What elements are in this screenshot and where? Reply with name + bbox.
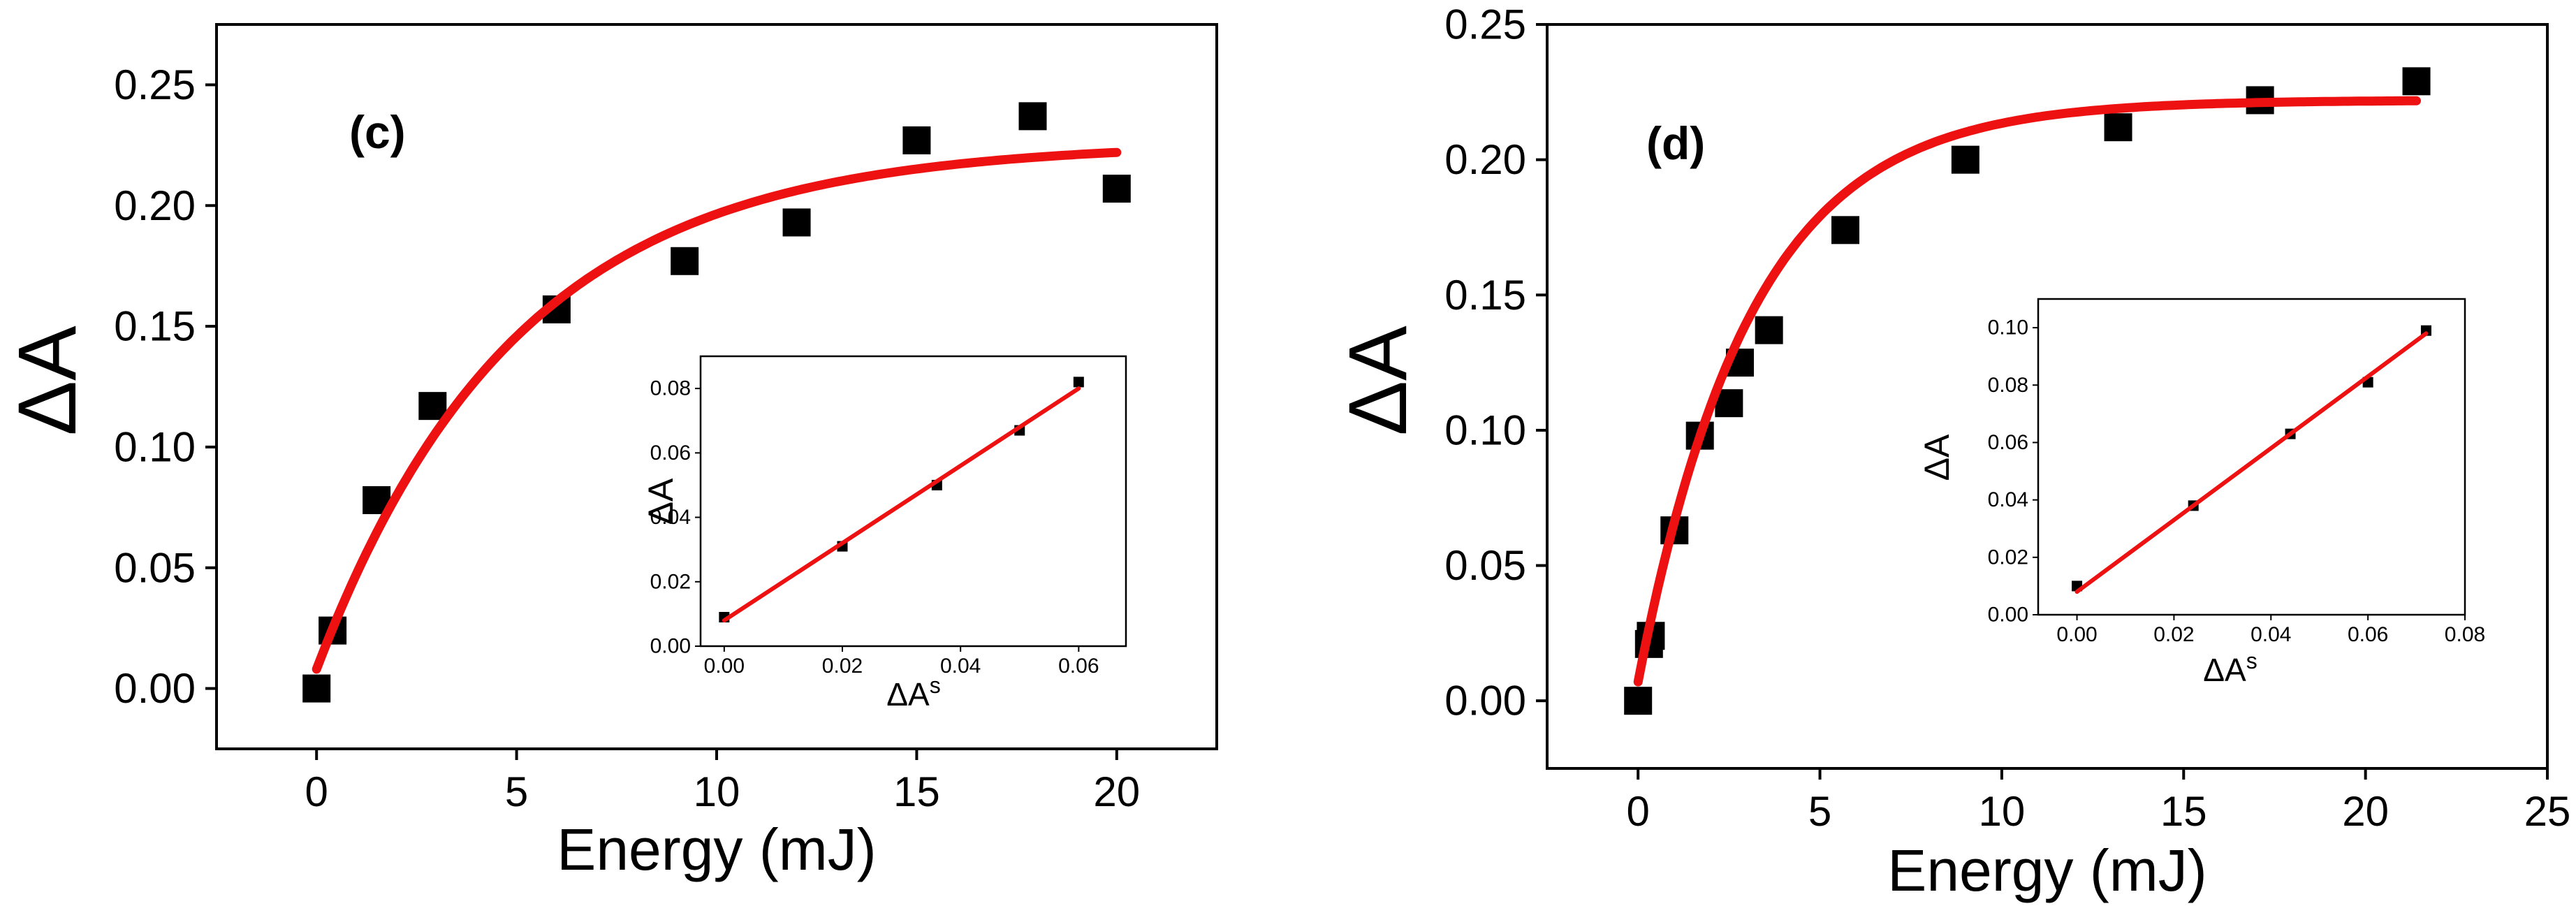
panel-d-y-tick-label: 0.00 — [1444, 678, 1526, 724]
panel-d-fit-line — [1633, 96, 2421, 687]
panel-c-y-tick-label: 0.25 — [114, 61, 196, 108]
panel-d-ticks: 0 5 10 15 20 25 0.00 0.05 0.10 0.15 0.20 0.25 — [1444, 1, 2570, 835]
panel-c-y-tick-label: 0.05 — [114, 544, 196, 591]
panel-c-series — [302, 102, 1131, 703]
panel-c-data-point — [782, 208, 811, 237]
panel-d-inset-y-axis-title: ΔA — [1917, 434, 1956, 481]
panel-c-x-tick-label: 10 — [694, 768, 740, 815]
panel-c-inset-y-tick-label: 0.06 — [650, 441, 691, 465]
panel-d-inset-y-tick-label: 0.02 — [1988, 546, 2028, 569]
panel-c-inset-series — [719, 377, 1084, 623]
panel-d-inset-x-tick-label: 0.00 — [2056, 623, 2097, 646]
panel-d-x-tick-label: 20 — [2342, 788, 2389, 835]
panel-c-data-point — [671, 247, 699, 275]
panel-c-inset-y-tick-label: 0.00 — [650, 635, 691, 658]
panel-c-data-point — [302, 674, 331, 703]
panel-d-inset-x-tick-label: 0.02 — [2153, 623, 2194, 646]
panel-c-x-tick-label: 0 — [305, 768, 328, 815]
panel-d-inset-y-tick-label: 0.08 — [1988, 374, 2028, 397]
panel-c-inset-y-tick-label: 0.04 — [650, 506, 691, 529]
panel-c-inset-x-tick-label: 0.06 — [1058, 655, 1099, 678]
panel-d-data-point — [2104, 113, 2132, 142]
panel-d-inset-series — [2072, 325, 2431, 594]
panel-c-inset-x-tick-label: 0.00 — [704, 655, 745, 678]
panel-c-inset: 0.00 0.02 0.04 0.06 0.00 0.02 0.04 0.06 0.08 ΔAs… — [641, 355, 1127, 713]
panel-d-inset-y-tick-label: 0.04 — [1988, 488, 2028, 511]
panel-d-x-tick-label: 0 — [1626, 788, 1649, 835]
panel-d-inset-x-axis-title: ΔAs — [2203, 648, 2257, 688]
panel-c-inset-y-tick-label: 0.02 — [650, 570, 691, 593]
panel-d-x-tick-label: 15 — [2160, 788, 2207, 835]
panel-c-inset-ticks: 0.00 0.02 0.04 0.06 0.00 0.02 0.04 0.06 0.08 — [650, 377, 1099, 678]
panel-c: 0 5 10 15 20 0.00 0.05 0.10 0.15 0.20 0.25 (c) Ene… — [1, 23, 1218, 882]
panel-d-data-point — [2402, 67, 2431, 96]
panel-c-x-axis-title: Energy (mJ) — [557, 817, 876, 882]
panel-c-inset-x-tick-label: 0.04 — [940, 655, 981, 678]
panel-d-x-tick-label: 25 — [2524, 788, 2571, 835]
panel-d-inset-y-tick-label: 0.00 — [1988, 604, 2028, 627]
panel-d-y-tick-label: 0.15 — [1444, 272, 1526, 319]
panel-d-inset-ticks: 0.00 0.02 0.04 0.06 0.08 0.00 0.02 0.04 0.06 0.08… — [1988, 316, 2486, 646]
panel-d-inset-x-tick-label: 0.08 — [2445, 623, 2485, 646]
panel-d-plot-frame — [1546, 23, 2549, 770]
panel-d-inset-x-tick-label: 0.04 — [2251, 623, 2291, 646]
panel-d-tag: (d) — [1646, 117, 1705, 169]
panel-c-y-axis-title: ΔA — [1, 326, 94, 436]
panel-c-data-point — [902, 126, 931, 154]
panel-d-series — [1624, 67, 2431, 715]
panel-c-y-tick-label: 0.10 — [114, 423, 196, 470]
panel-c-data-point — [1018, 102, 1047, 131]
panel-c-tag: (c) — [349, 106, 406, 158]
panel-d-y-tick-label: 0.10 — [1444, 407, 1526, 453]
panel-d-data-point — [1624, 687, 1653, 715]
panel-c-inset-y-axis-title: ΔA — [641, 478, 680, 525]
panel-c-x-tick-label: 5 — [505, 768, 528, 815]
panel-d-inset-x-tick-label: 0.06 — [2348, 623, 2388, 646]
panel-c-data-point — [1102, 175, 1131, 203]
panel-c-inset-data-point — [1073, 377, 1084, 388]
panel-d-data-point — [1755, 316, 1783, 344]
panel-d-y-tick-label: 0.25 — [1444, 1, 1526, 48]
panel-d-y-axis-title: ΔA — [1332, 326, 1424, 436]
panel-c-fit-line — [312, 147, 1122, 674]
panel-d-x-tick-label: 5 — [1808, 788, 1831, 835]
panel-c-inset-fit-line — [722, 386, 1081, 623]
panel-d-inset-y-tick-label: 0.06 — [1988, 431, 2028, 454]
panel-d-data-point — [1951, 145, 1979, 174]
panel-c-y-tick-label: 0.00 — [114, 665, 196, 712]
panel-c-x-tick-label: 15 — [893, 768, 940, 815]
panel-c-x-tick-label: 20 — [1093, 768, 1140, 815]
panel-d-inset-frame — [2037, 298, 2466, 616]
panel-d-inset-y-tick-label: 0.10 — [1988, 316, 2028, 339]
panel-d-x-axis-title: Energy (mJ) — [1887, 838, 2207, 903]
panel-c-inset-x-tick-label: 0.02 — [822, 655, 863, 678]
panel-d-data-point — [1831, 216, 1859, 244]
panel-c-y-tick-label: 0.20 — [114, 182, 196, 229]
panel-c-inset-y-tick-label: 0.08 — [650, 377, 691, 400]
panel-d-x-tick-label: 10 — [1979, 788, 2026, 835]
panel-d-inset-fit-line — [2074, 331, 2429, 594]
panel-d-inset: 0.00 0.02 0.04 0.06 0.08 0.00 0.02 0.04 0.06 0.08… — [1917, 298, 2486, 688]
panel-d-y-tick-label: 0.20 — [1444, 136, 1526, 183]
panel-c-y-tick-label: 0.15 — [114, 303, 196, 350]
panel-c-data-point — [418, 392, 447, 421]
panel-d-y-tick-label: 0.05 — [1444, 542, 1526, 589]
panel-c-ticks: 0 5 10 15 20 0.00 0.05 0.10 0.15 0.20 0.25 — [114, 61, 1140, 815]
panel-d: 0 5 10 15 20 25 0.00 0.05 0.10 0.15 0.20 0.25 (d) E… — [1332, 1, 2570, 904]
panel-c-inset-x-axis-title: ΔAs — [886, 673, 940, 713]
